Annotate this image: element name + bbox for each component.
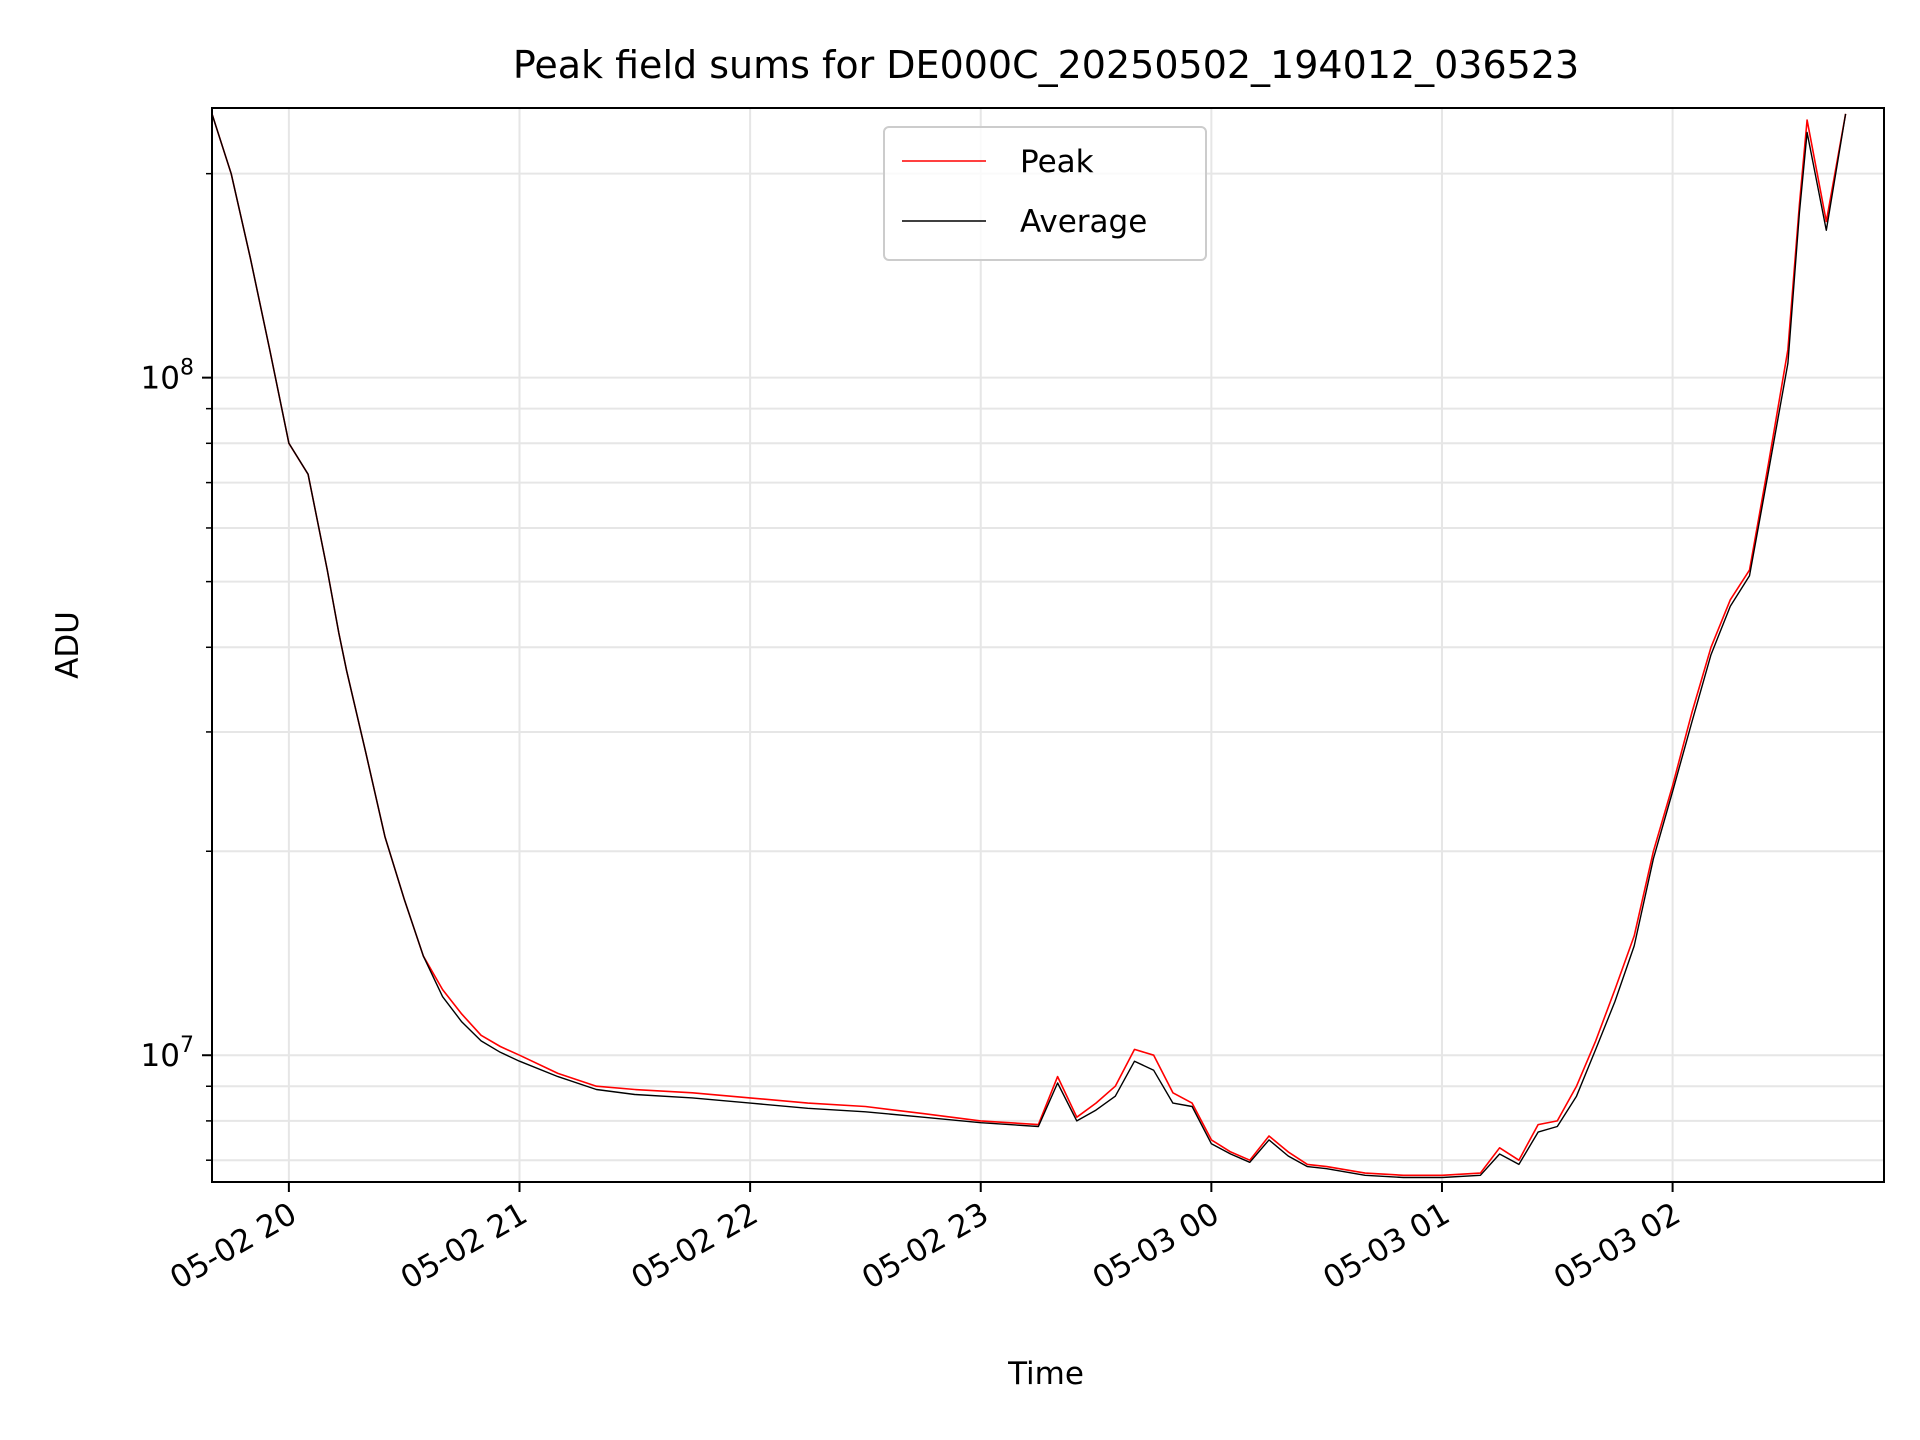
plot-frame: [211, 107, 1885, 1183]
legend-label-peak: Peak: [1020, 144, 1094, 180]
chart-title: Peak field sums for DE000C_20250502_1940…: [513, 43, 1579, 87]
legend: Peak Average: [883, 126, 1207, 261]
y-axis: 107 108: [141, 172, 212, 1161]
series-layer: [212, 113, 1847, 1179]
y-axis-label: ADU: [50, 611, 86, 679]
grid-lines: [212, 108, 1884, 1182]
series-line-average: [212, 113, 1847, 1179]
y-tick-label: 107: [141, 1033, 194, 1074]
legend-label-average: Average: [1020, 204, 1147, 240]
x-axis-label: Time: [1007, 1356, 1084, 1392]
y-tick-label: 108: [141, 356, 194, 397]
